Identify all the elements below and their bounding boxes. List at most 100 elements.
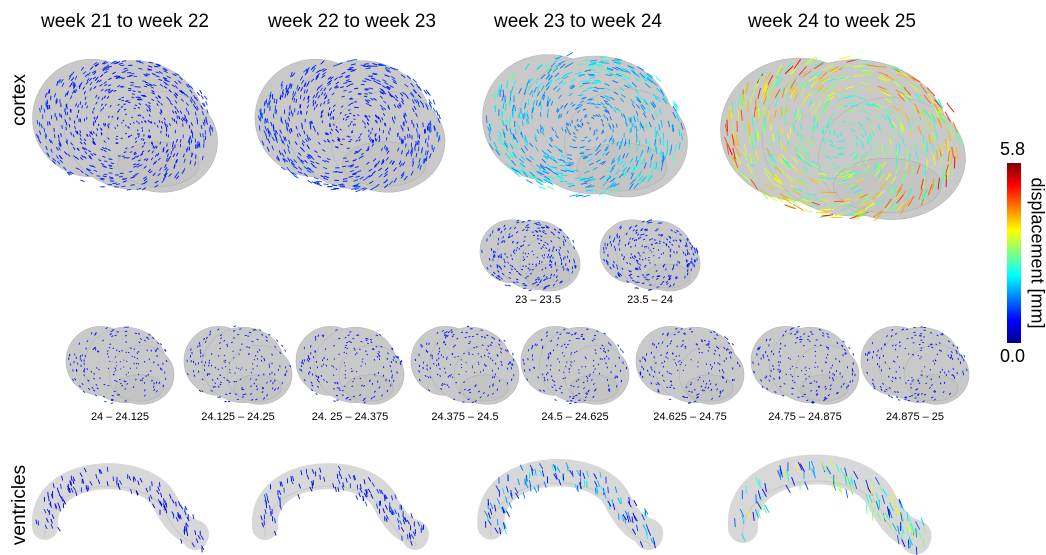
displacement-arrow bbox=[618, 144, 621, 150]
displacement-arrow bbox=[548, 143, 553, 148]
displacement-arrow bbox=[108, 176, 114, 179]
displacement-arrow bbox=[87, 72, 91, 76]
displacement-arrow bbox=[889, 202, 899, 212]
displacement-arrow bbox=[114, 356, 117, 358]
displacement-arrow bbox=[392, 68, 399, 71]
displacement-arrow bbox=[386, 150, 390, 155]
displacement-arrow bbox=[899, 105, 905, 115]
displacement-arrow bbox=[401, 139, 404, 144]
displacement-arrow bbox=[557, 108, 560, 113]
displacement-arrow bbox=[279, 129, 283, 134]
displacement-arrow bbox=[912, 82, 922, 92]
displacement-arrow bbox=[113, 75, 118, 78]
displacement-arrow bbox=[926, 159, 928, 170]
displacement-arrow bbox=[276, 339, 279, 342]
displacement-arrow bbox=[365, 148, 369, 152]
displacement-arrow bbox=[596, 145, 601, 150]
displacement-arrow bbox=[368, 91, 373, 94]
displacement-arrow bbox=[86, 168, 91, 172]
displacement-arrow bbox=[362, 358, 364, 360]
displacement-arrow bbox=[350, 368, 353, 370]
displacement-arrow bbox=[638, 268, 641, 270]
displacement-arrow bbox=[280, 119, 283, 124]
displacement-arrow bbox=[881, 161, 886, 169]
displacement-arrow bbox=[136, 98, 140, 101]
displacement-arrow bbox=[520, 147, 526, 154]
displacement-arrow bbox=[355, 189, 361, 193]
displacement-arrow bbox=[633, 165, 638, 172]
displacement-arrow bbox=[427, 91, 431, 97]
displacement-arrow bbox=[300, 87, 304, 92]
displacement-arrow bbox=[297, 111, 299, 115]
displacement-arrow bbox=[73, 125, 77, 130]
displacement-arrow bbox=[634, 78, 641, 82]
displacement-arrow bbox=[586, 102, 591, 105]
displacement-arrow bbox=[86, 77, 90, 82]
displacement-arrow bbox=[120, 106, 124, 108]
displacement-arrow bbox=[767, 152, 774, 162]
displacement-arrow bbox=[819, 177, 828, 179]
displacement-arrow bbox=[878, 170, 883, 179]
displacement-arrow bbox=[603, 100, 609, 103]
displacement-arrow bbox=[672, 100, 678, 108]
displacement-arrow bbox=[151, 73, 156, 76]
displacement-arrow bbox=[946, 130, 952, 141]
displacement-arrow bbox=[634, 173, 640, 180]
displacement-arrow bbox=[650, 102, 655, 108]
displacement-arrow bbox=[850, 128, 856, 133]
displacement-arrow bbox=[280, 81, 283, 87]
displacement-arrow bbox=[751, 140, 755, 151]
displacement-arrow bbox=[378, 173, 383, 178]
displacement-arrow bbox=[83, 368, 86, 371]
displacement-arrow bbox=[185, 93, 189, 98]
displacement-arrow bbox=[315, 75, 319, 80]
displacement-arrow bbox=[137, 135, 140, 138]
displacement-arrow bbox=[301, 142, 305, 147]
displacement-arrow bbox=[756, 100, 760, 112]
displacement-arrow bbox=[606, 175, 612, 182]
displacement-arrow bbox=[83, 155, 87, 159]
displacement-arrow bbox=[176, 158, 178, 163]
displacement-arrow bbox=[364, 93, 368, 95]
displacement-arrow bbox=[299, 75, 303, 81]
displacement-arrow bbox=[106, 353, 109, 355]
displacement-arrow bbox=[286, 144, 290, 149]
displacement-arrow bbox=[770, 81, 776, 92]
displacement-arrow bbox=[104, 147, 108, 150]
displacement-arrow bbox=[540, 85, 545, 91]
displacement-arrow bbox=[503, 339, 506, 342]
displacement-arrow bbox=[106, 96, 110, 99]
displacement-arrow bbox=[423, 158, 425, 164]
displacement-arrow bbox=[624, 76, 631, 80]
displacement-arrow bbox=[203, 102, 206, 108]
displacement-arrow bbox=[499, 255, 501, 259]
displacement-arrow bbox=[211, 353, 213, 355]
displacement-arrow bbox=[268, 130, 272, 136]
displacement-arrow bbox=[570, 85, 576, 90]
displacement-arrow bbox=[531, 345, 534, 348]
displacement-arrow bbox=[150, 86, 154, 89]
displacement-arrow bbox=[801, 209, 813, 213]
displacement-arrow bbox=[503, 142, 509, 149]
displacement-arrow bbox=[394, 115, 396, 120]
displacement-arrow bbox=[905, 160, 909, 170]
displacement-arrow bbox=[84, 96, 87, 100]
displacement-arrow bbox=[189, 99, 193, 104]
displacement-arrow bbox=[404, 143, 407, 148]
displacement-arrow bbox=[374, 119, 377, 123]
displacement-arrow bbox=[58, 143, 61, 147]
displacement-arrow bbox=[772, 73, 777, 85]
displacement-arrow bbox=[650, 154, 654, 161]
displacement-arrow bbox=[85, 81, 89, 85]
displacement-arrow bbox=[950, 356, 952, 359]
displacement-arrow bbox=[569, 84, 575, 87]
displacement-arrow bbox=[200, 94, 204, 100]
displacement-arrow bbox=[338, 387, 341, 389]
displacement-arrow bbox=[744, 96, 747, 108]
displacement-arrow bbox=[99, 178, 104, 181]
displacement-arrow bbox=[607, 70, 614, 74]
displacement-arrow bbox=[787, 197, 798, 205]
displacement-arrow bbox=[76, 131, 79, 135]
displacement-arrow bbox=[526, 173, 533, 179]
displacement-arrow bbox=[112, 373, 115, 376]
